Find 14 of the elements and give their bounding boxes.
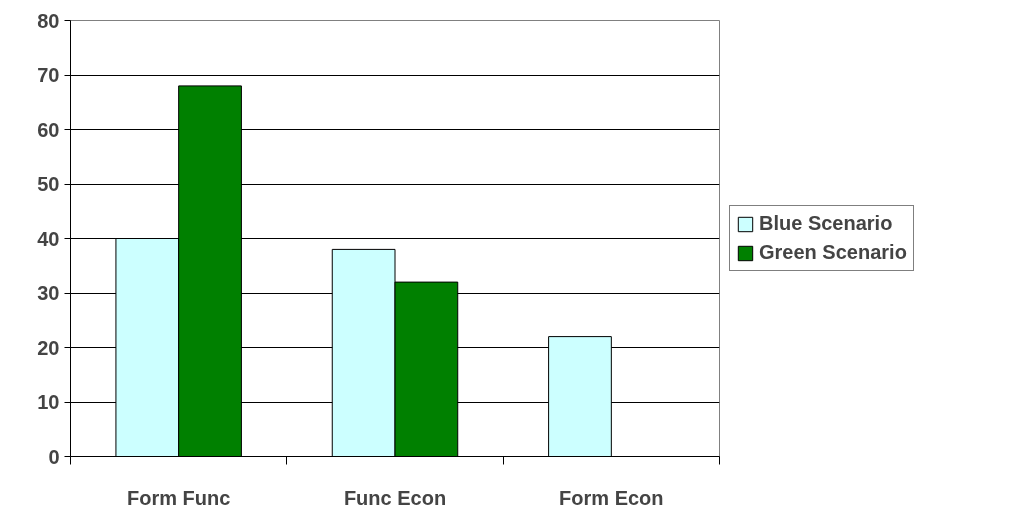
y-tick-label: 80 <box>37 9 60 32</box>
x-tick-label: Form Econ <box>559 486 664 509</box>
y-tick-label: 40 <box>37 227 60 250</box>
y-tick-label: 0 <box>48 445 60 468</box>
y-tick-label: 50 <box>37 173 60 195</box>
y-tick-label: 70 <box>37 64 60 86</box>
legend-label: Blue Scenario <box>759 212 893 235</box>
x-tick-label: Func Econ <box>343 486 447 509</box>
y-tick-label: 30 <box>37 282 60 304</box>
y-tick-label: 20 <box>37 336 60 359</box>
legend-label: Green Scenario <box>759 241 907 264</box>
x-tick-label: Form Func <box>127 486 231 509</box>
y-tick-label: 60 <box>37 118 60 141</box>
y-tick-label: 10 <box>37 391 60 413</box>
